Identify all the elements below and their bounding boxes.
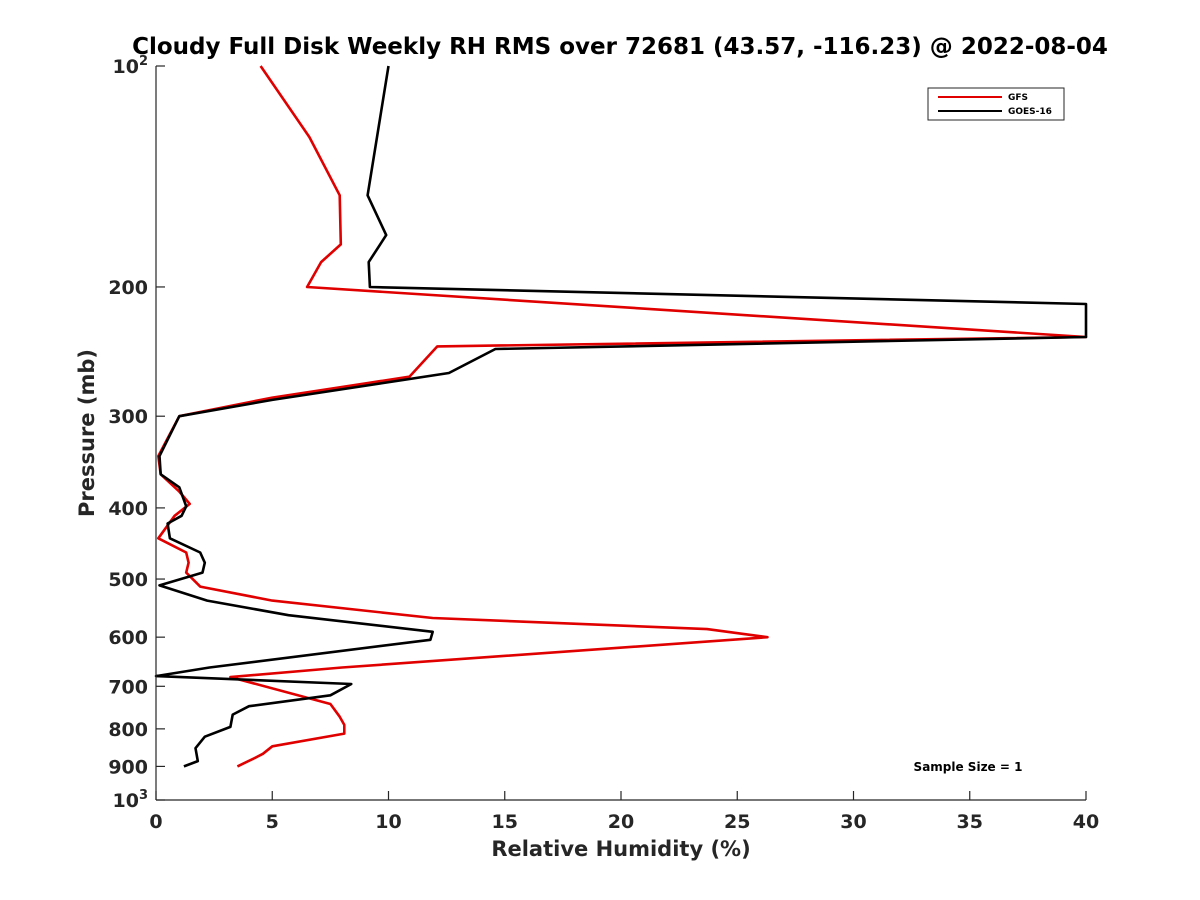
x-tick-label: 40 <box>1073 811 1099 833</box>
y-ticks: 102 200 300 400 500 600 700 800 900 103 <box>108 54 165 812</box>
y-tick-label: 700 <box>108 676 148 698</box>
x-tick-label: 30 <box>840 811 866 833</box>
y-tick-label: 400 <box>108 498 148 520</box>
x-tick-label: 20 <box>608 811 634 833</box>
x-tick-label: 15 <box>492 811 518 833</box>
chart-title: Cloudy Full Disk Weekly RH RMS over 7268… <box>132 34 1108 60</box>
y-tick-label: 600 <box>108 627 148 649</box>
plot-lines <box>154 65 1088 768</box>
x-tick-label: 5 <box>266 811 279 833</box>
y-tick-label: 102 <box>113 54 149 78</box>
legend-label-goes16: GOES-16 <box>1008 107 1052 117</box>
x-tick-label: 25 <box>724 811 750 833</box>
y-tick-label: 500 <box>108 569 148 591</box>
series-line-gfs <box>157 65 1088 768</box>
axes <box>155 66 1086 801</box>
sample-size-annotation: Sample Size = 1 <box>914 760 1023 774</box>
x-tick-label: 0 <box>149 811 162 833</box>
y-tick-label: 800 <box>108 719 148 741</box>
y-tick-label: 200 <box>108 277 148 299</box>
x-axis-label: Relative Humidity (%) <box>491 837 750 861</box>
x-tick-label: 35 <box>957 811 983 833</box>
series-line-goes16 <box>154 65 1088 768</box>
y-tick-label: 900 <box>108 756 148 778</box>
y-axis-label: Pressure (mb) <box>75 349 99 517</box>
legend-box <box>927 87 1065 121</box>
x-ticks: 0 5 10 15 20 25 30 35 40 <box>149 791 1099 833</box>
y-tick-label: 300 <box>108 406 148 428</box>
y-tick-label: 103 <box>113 788 149 812</box>
legend: GFS GOES-16 <box>927 87 1065 121</box>
legend-label-gfs: GFS <box>1008 93 1028 103</box>
x-tick-label: 10 <box>375 811 401 833</box>
